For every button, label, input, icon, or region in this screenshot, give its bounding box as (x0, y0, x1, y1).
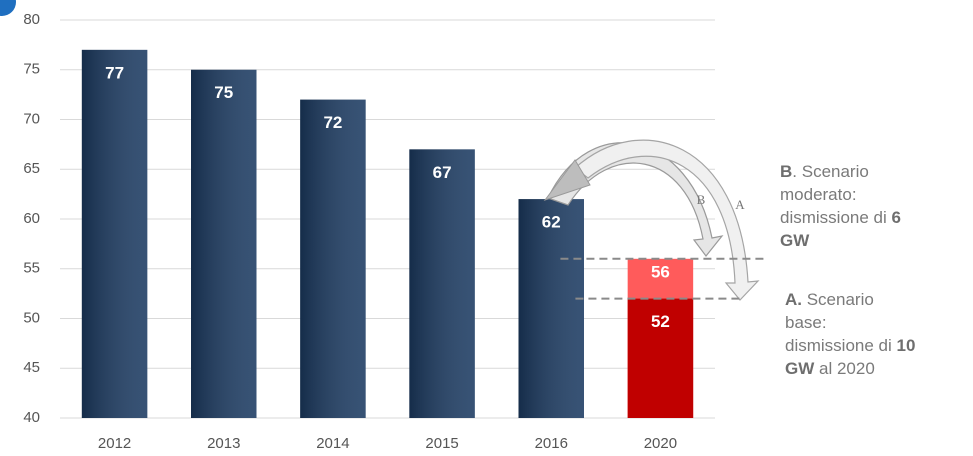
y-tick-label: 55 (23, 260, 40, 277)
y-tick-label: 45 (23, 359, 40, 376)
x-tick-label: 2013 (207, 435, 240, 452)
value-label: 62 (542, 213, 561, 232)
x-tick-label: 2020 (644, 435, 677, 452)
x-tick-label: 2015 (425, 435, 458, 452)
bar-shade (409, 149, 475, 418)
annotation-text: GW (780, 231, 810, 250)
y-tick-label: 50 (23, 309, 40, 326)
bar (627, 298, 694, 418)
annotation-text: moderato: (780, 185, 857, 204)
annotation-text: al 2020 (814, 359, 875, 378)
arrow-label: B (697, 192, 706, 207)
value-label: 77 (105, 63, 124, 82)
annotation-text: . Scenario (792, 162, 869, 181)
annotation-text: 6 (892, 208, 901, 227)
annotation-text: A. (785, 290, 802, 309)
value-label: 67 (433, 163, 452, 182)
corner-badge (0, 0, 16, 16)
y-tick-label: 60 (23, 210, 40, 227)
bar-shade (518, 199, 584, 418)
annotation-text: dismissione di (785, 336, 897, 355)
annotation-text: Scenario (802, 290, 874, 309)
y-tick-label: 75 (23, 61, 40, 78)
bar-shade (300, 99, 366, 418)
annotation-text: dismissione di (780, 208, 892, 227)
y-tick-label: 80 (23, 11, 40, 28)
y-tick-label: 40 (23, 409, 40, 426)
bar-shade (81, 49, 148, 418)
y-tick-label: 70 (23, 110, 40, 127)
value-label: 52 (651, 312, 670, 331)
annotation: B. Scenario moderato: dismissione di 6 GW (780, 162, 901, 250)
value-label: 72 (323, 113, 342, 132)
annotation-text: 10 (897, 336, 916, 355)
annotation-text: GW (785, 359, 815, 378)
value-label: 56 (651, 262, 670, 281)
y-tick-label: 65 (23, 160, 40, 177)
bar-shade (191, 69, 257, 418)
annotation-text: base: (785, 313, 827, 332)
value-label: 75 (214, 83, 233, 102)
annotation-text: B (780, 162, 792, 181)
x-tick-label: 2012 (98, 435, 131, 452)
annotation: A. Scenario base: dismissione di 10 GW al 2… (785, 290, 915, 378)
arrow-label: A (735, 197, 745, 212)
arrows (543, 139, 760, 301)
x-tick-label: 2014 (316, 435, 349, 452)
x-tick-label: 2016 (535, 435, 568, 452)
